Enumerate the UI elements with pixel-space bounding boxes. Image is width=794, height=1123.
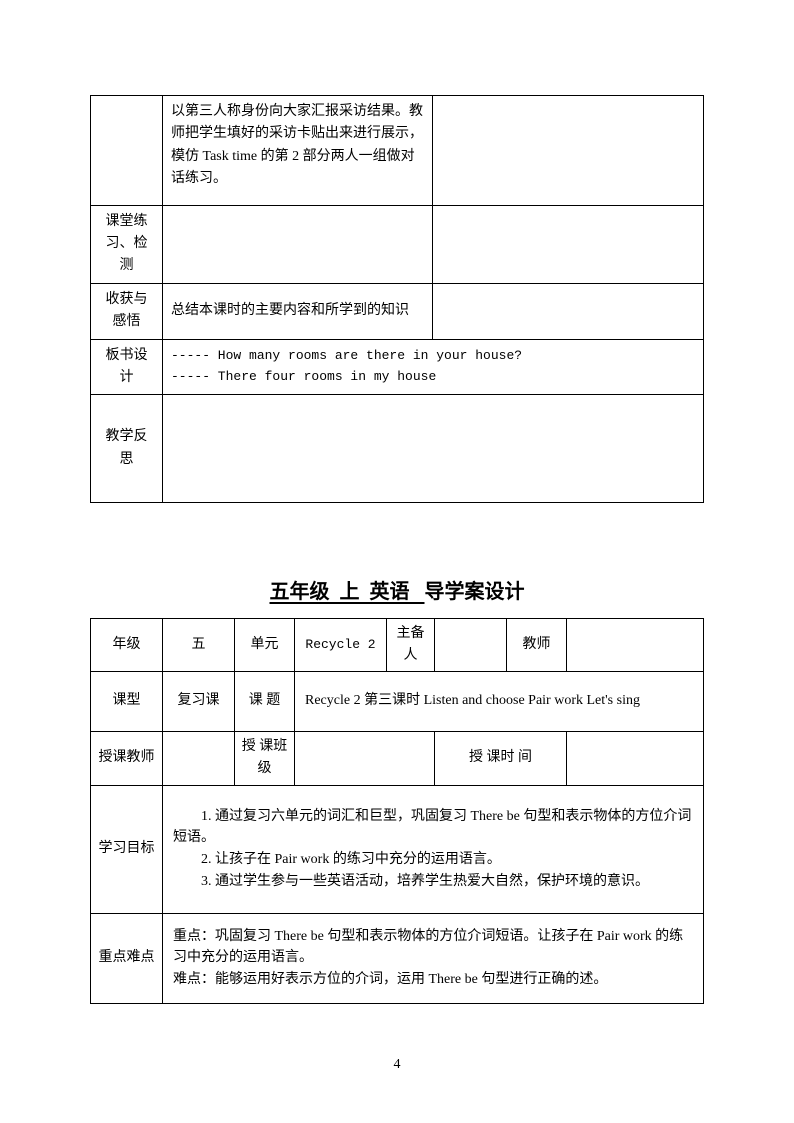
table1-design-content: ----- How many rooms are there in your h…	[163, 339, 704, 395]
table1-design-row: 板书设计 ----- How many rooms are there in y…	[91, 339, 704, 395]
class-label: 授 课班 级	[235, 731, 295, 785]
keypoints-content: 重点：巩固复习 There be 句型和表示物体的方位介词短语。让孩子在 Pai…	[163, 913, 704, 1003]
keypoints-line2: 难点：能够运用好表示方位的介词，运用 There be 句型进行正确的述。	[173, 969, 693, 991]
teacher-value	[567, 619, 704, 671]
topic-value: Recycle 2 第三课时 Listen and choose Pair wo…	[295, 671, 704, 731]
keypoints-label: 重点难点	[91, 913, 163, 1003]
table1-gains-empty	[433, 283, 704, 339]
goals-line2: 2. 让孩子在 Pair work 的练习中充分的运用语言。	[173, 849, 693, 871]
table1-gains-content: 总结本课时的主要内容和所学到的知识	[163, 283, 433, 339]
table1-activity-row: 以第三人称身份向大家汇报采访结果。教师把学生填好的采访卡贴出来进行展示，模仿 T…	[91, 96, 704, 206]
table1-practice-empty	[433, 205, 704, 283]
table1-reflect-label: 教学反思	[91, 395, 163, 503]
preparer-value	[435, 619, 507, 671]
teach-teacher-label: 授课教师	[91, 731, 163, 785]
table1-practice-row: 课堂练习、检测	[91, 205, 704, 283]
grade-label: 年级	[91, 619, 163, 671]
design-line1: ----- How many rooms are there in your h…	[171, 346, 695, 367]
page-title: 五年级 上 英语 导学案设计	[270, 575, 525, 604]
goals-line1: 1. 通过复习六单元的词汇和巨型，巩固复习 There be 句型和表示物体的方…	[173, 806, 693, 849]
topic-label: 课 题	[235, 671, 295, 731]
title-grade: 五年级	[270, 581, 330, 603]
title-design: 导学案设计	[425, 581, 525, 603]
table1-reflect-row: 教学反思	[91, 395, 704, 503]
table1-design-label: 板书设计	[91, 339, 163, 395]
goals-label: 学习目标	[91, 785, 163, 913]
table2-row5: 重点难点 重点：巩固复习 There be 句型和表示物体的方位介词短语。让孩子…	[91, 913, 704, 1003]
table1-reflect-content	[163, 395, 704, 503]
goals-content: 1. 通过复习六单元的词汇和巨型，巩固复习 There be 句型和表示物体的方…	[163, 785, 704, 913]
page-title-section: 五年级 上 英语 导学案设计	[90, 575, 704, 604]
table1-practice-label: 课堂练习、检测	[91, 205, 163, 283]
title-semester: 上	[340, 581, 360, 603]
title-subject: 英语	[370, 581, 410, 603]
table2-row4: 学习目标 1. 通过复习六单元的词汇和巨型，巩固复习 There be 句型和表…	[91, 785, 704, 913]
unit-label: 单元	[235, 619, 295, 671]
table2-row2: 课型 复习课 课 题 Recycle 2 第三课时 Listen and cho…	[91, 671, 704, 731]
goals-line3: 3. 通过学生参与一些英语活动，培养学生热爱大自然，保护环境的意识。	[173, 871, 693, 893]
preparer-label: 主备人	[387, 619, 435, 671]
table1-practice-content	[163, 205, 433, 283]
lesson-plan-table-1: 以第三人称身份向大家汇报采访结果。教师把学生填好的采访卡贴出来进行展示，模仿 T…	[90, 95, 704, 503]
table1-activity-empty	[433, 96, 704, 206]
type-value: 复习课	[163, 671, 235, 731]
lesson-plan-table-2: 年级 五 单元 Recycle 2 主备人 教师 课型 复习课 课 题 Recy…	[90, 618, 704, 1003]
time-value	[567, 731, 704, 785]
keypoints-line1: 重点：巩固复习 There be 句型和表示物体的方位介词短语。让孩子在 Pai…	[173, 926, 693, 969]
grade-value: 五	[163, 619, 235, 671]
type-label: 课型	[91, 671, 163, 731]
design-line2: ----- There four rooms in my house	[171, 367, 695, 388]
class-value	[295, 731, 435, 785]
teacher-label: 教师	[507, 619, 567, 671]
table1-activity-content: 以第三人称身份向大家汇报采访结果。教师把学生填好的采访卡贴出来进行展示，模仿 T…	[163, 96, 433, 206]
table1-gains-row: 收获与感悟 总结本课时的主要内容和所学到的知识	[91, 283, 704, 339]
unit-value: Recycle 2	[295, 619, 387, 671]
time-label: 授 课时 间	[435, 731, 567, 785]
teach-teacher-value	[163, 731, 235, 785]
table2-row3: 授课教师 授 课班 级 授 课时 间	[91, 731, 704, 785]
table1-activity-label	[91, 96, 163, 206]
table1-gains-label: 收获与感悟	[91, 283, 163, 339]
table2-row1: 年级 五 单元 Recycle 2 主备人 教师	[91, 619, 704, 671]
page-number: 4	[394, 1057, 401, 1073]
